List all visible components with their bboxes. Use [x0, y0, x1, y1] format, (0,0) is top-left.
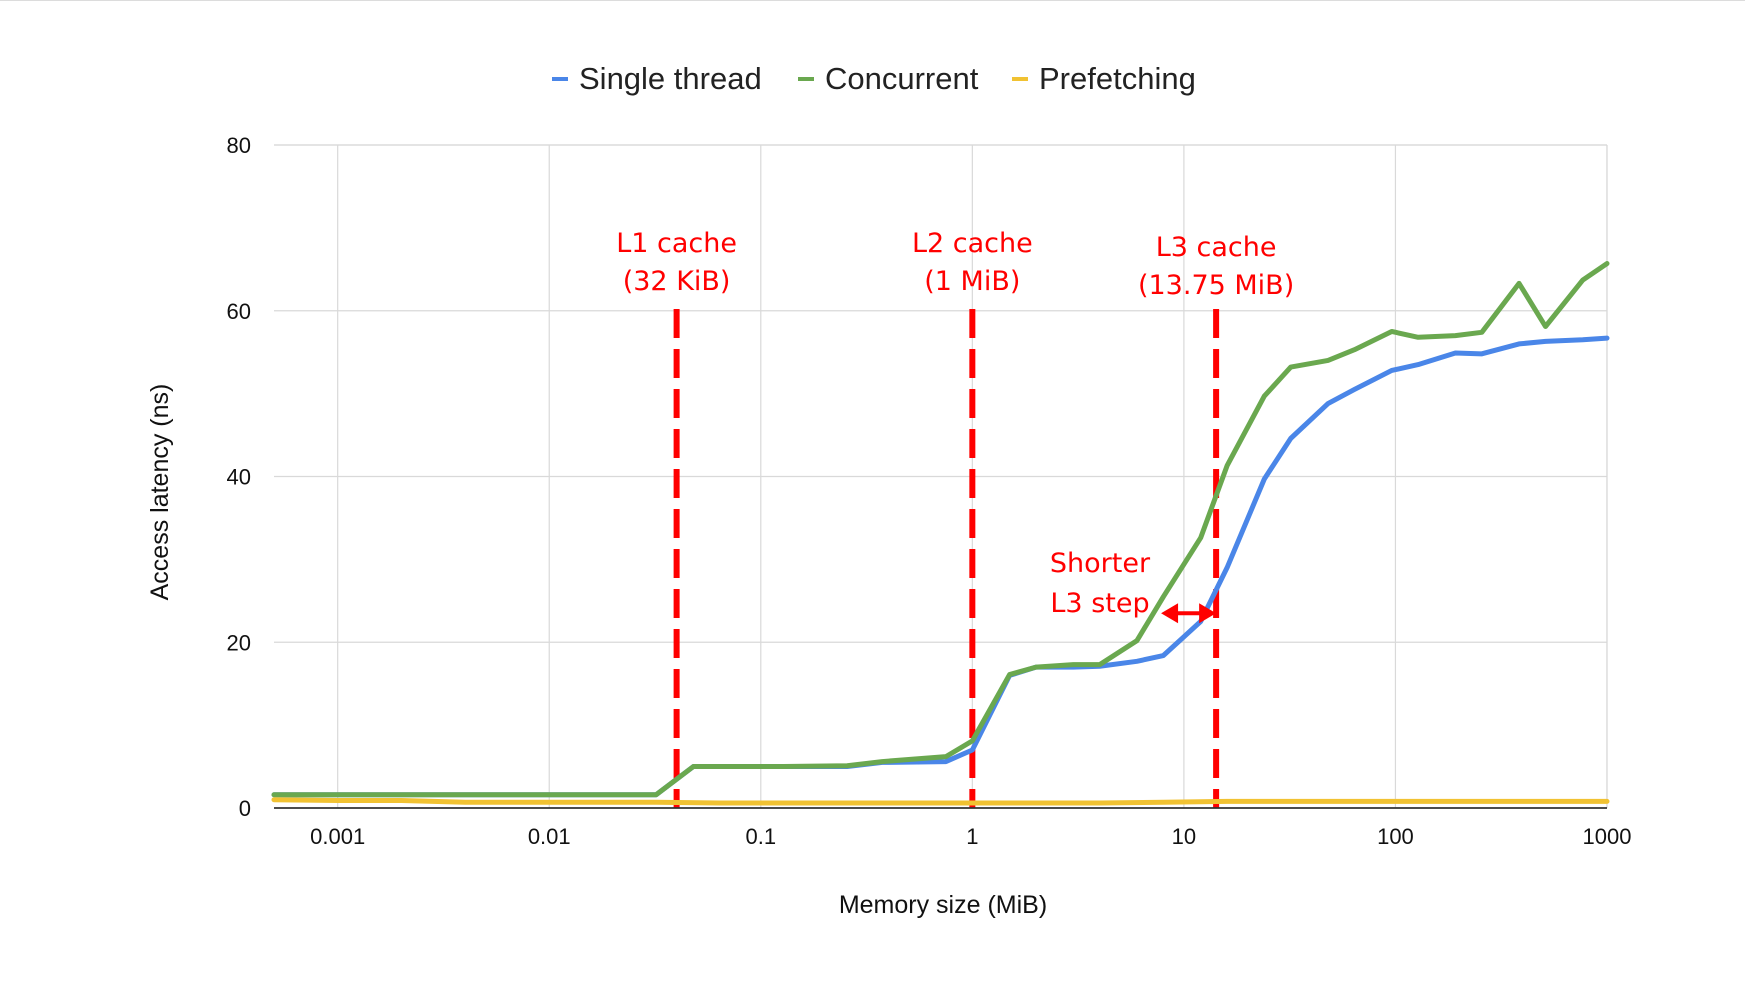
axis-layer: 0 20 40 60 80 0.001 0.01 0.1 1 10 100 1000	[227, 133, 1632, 849]
legend-label-concurrent: Concurrent	[825, 61, 979, 96]
shorter-l3-step-label-line: Shorter	[1050, 548, 1151, 579]
legend-swatch-concurrent	[798, 77, 814, 81]
x-tick-label: 100	[1377, 824, 1414, 849]
l1-cache-label: L1 cache (32 KiB)	[616, 228, 737, 297]
x-axis-title: Memory size (MiB)	[839, 891, 1047, 919]
series-layer	[271, 261, 1610, 806]
shorter-l3-step-label-line: L3 step	[1050, 588, 1149, 619]
l1-cache-label-line: L1 cache	[616, 228, 737, 259]
x-tick-label: 10	[1172, 824, 1196, 849]
y-axis-title: Access latency (ns)	[146, 384, 174, 601]
series-line-single-thread	[271, 335, 1610, 798]
shorter-l3-step-arrowhead-left	[1161, 603, 1179, 624]
l3-cache-label: L3 cache (13.75 MiB)	[1138, 232, 1294, 301]
series-line-prefetching	[271, 797, 1610, 806]
l2-cache-label-line: (1 MiB)	[924, 266, 1020, 297]
y-tick-label: 0	[239, 796, 251, 821]
x-tick-label: 1000	[1583, 824, 1632, 849]
l2-cache-label-line: L2 cache	[912, 228, 1033, 259]
y-tick-label: 20	[227, 630, 251, 655]
l3-cache-label-line: L3 cache	[1156, 232, 1277, 263]
shorter-l3-step-arrowhead-right	[1199, 603, 1217, 624]
x-tick-label: 0.001	[310, 824, 365, 849]
annotation-layer: L1 cache (32 KiB) L2 cache (1 MiB) L3 cache (…	[616, 228, 1294, 624]
legend-label-prefetching: Prefetching	[1039, 61, 1196, 96]
x-tick-label: 1	[966, 824, 978, 849]
y-tick-label: 40	[227, 465, 251, 490]
x-tick-label: 0.1	[745, 824, 776, 849]
cache-marker-layer	[673, 309, 1220, 808]
legend-swatch-single-thread	[552, 77, 568, 81]
legend-label-single-thread: Single thread	[579, 61, 762, 96]
l2-cache-label: L2 cache (1 MiB)	[912, 228, 1033, 297]
x-tick-label: 0.01	[528, 824, 571, 849]
l3-cache-label-line: (13.75 MiB)	[1138, 270, 1294, 301]
legend: Single thread Concurrent Prefetching	[552, 61, 1196, 96]
legend-swatch-prefetching	[1012, 77, 1028, 81]
y-tick-label: 60	[227, 299, 251, 324]
shorter-l3-step-label: Shorter L3 step	[1050, 548, 1151, 619]
series-line-concurrent	[271, 261, 1610, 798]
l1-cache-label-line: (32 KiB)	[623, 266, 731, 297]
y-tick-label: 80	[227, 133, 251, 158]
